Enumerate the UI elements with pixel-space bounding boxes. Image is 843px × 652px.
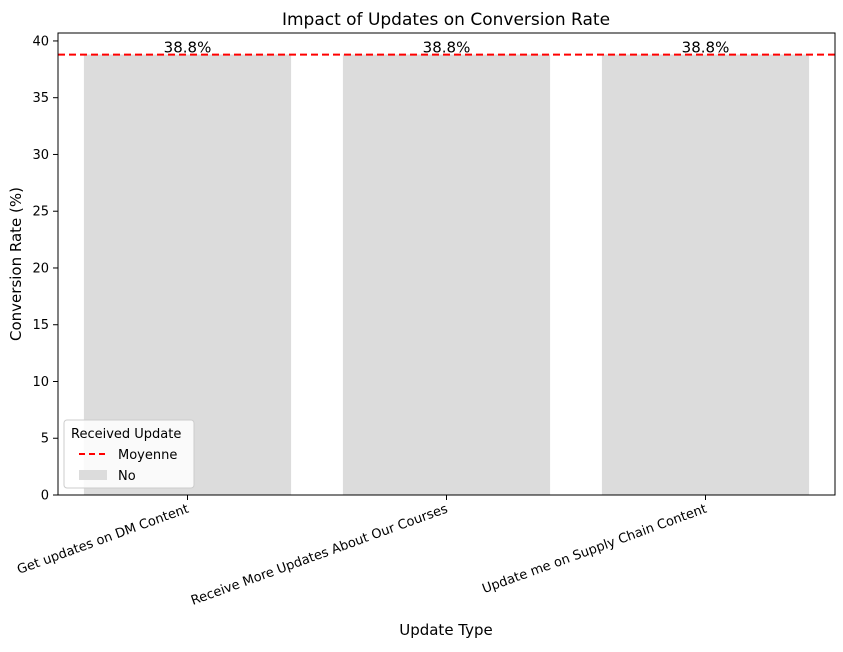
y-axis: 0 5 10 15 20 25 30 35 40 (32, 34, 58, 504)
y-tick-label: 20 (32, 261, 49, 276)
y-axis-label: Conversion Rate (%) (7, 187, 25, 341)
y-tick-label: 0 (41, 489, 49, 504)
legend-title: Received Update (71, 427, 181, 442)
data-label: 38.8% (164, 39, 212, 57)
y-tick-label: 25 (32, 205, 49, 220)
y-tick-label: 35 (32, 91, 49, 106)
x-tick-label: Get updates on DM Content (15, 502, 191, 578)
data-label: 38.8% (423, 39, 471, 57)
y-tick-label: 5 (41, 432, 49, 447)
data-label: 38.8% (682, 39, 730, 57)
y-tick-label: 10 (32, 375, 49, 390)
bar (601, 54, 810, 495)
y-tick-label: 40 (32, 34, 49, 49)
x-axis-label: Update Type (399, 621, 493, 639)
x-tick-label: Receive More Updates About Our Courses (189, 502, 450, 609)
x-tick-label: Update me on Supply Chain Content (480, 502, 709, 597)
bars-layer (83, 54, 810, 495)
legend-no-label: No (118, 469, 136, 484)
y-tick-label: 30 (32, 148, 49, 163)
legend-no-swatch (79, 470, 107, 480)
bar (342, 54, 551, 495)
chart-title: Impact of Updates on Conversion Rate (282, 10, 610, 30)
legend-moyenne-label: Moyenne (118, 448, 177, 463)
legend: Received Update Moyenne No (63, 419, 195, 489)
y-tick-label: 15 (32, 318, 49, 333)
data-labels-layer: 38.8% 38.8% 38.8% (164, 39, 730, 57)
